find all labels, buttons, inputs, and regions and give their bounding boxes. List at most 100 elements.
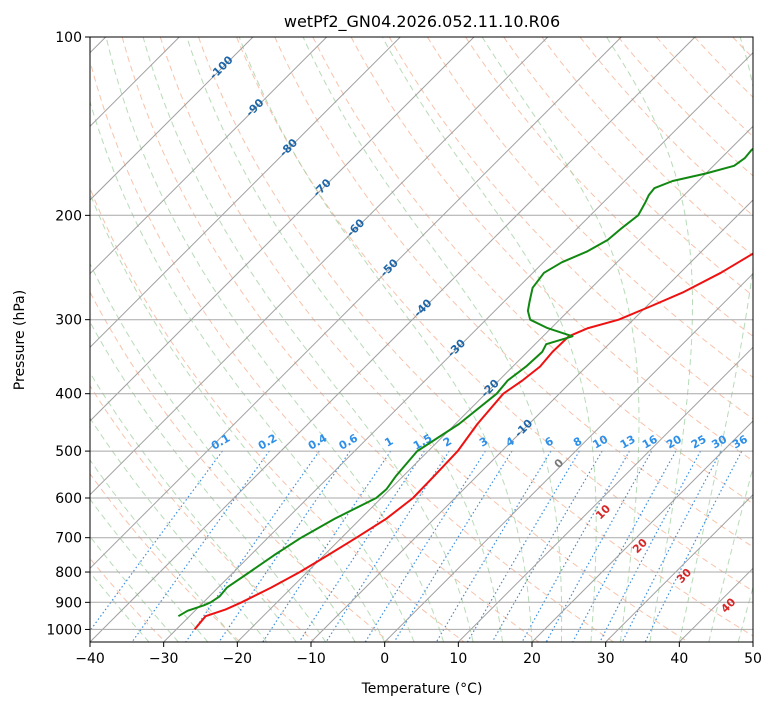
mixing-ratio-line	[521, 450, 631, 642]
moist-adiabat	[606, 37, 693, 642]
pressure-gridlines	[90, 37, 753, 630]
temperature-line	[193, 252, 753, 631]
dry-adiabat	[159, 37, 689, 642]
dry-adiabat	[90, 59, 540, 642]
moist-adiabat	[238, 37, 533, 642]
mixing-ratio-line	[364, 450, 486, 642]
isotherm-line	[531, 420, 753, 642]
mixing-ratio-line	[131, 450, 270, 642]
dry-adiabat	[236, 37, 753, 592]
dry-adiabat	[656, 37, 753, 138]
mixing-ratio-label: 25	[689, 433, 709, 452]
isotherm-label: -100	[207, 53, 236, 82]
isotherm-line	[678, 567, 753, 642]
plot-frame	[89, 36, 754, 643]
dry-adiabat	[465, 37, 753, 337]
chart-title: wetPf2_GN04.2026.052.11.10.R06	[284, 12, 560, 32]
mixing-ratio-line	[185, 450, 320, 642]
mixing-ratio-label: 0.4	[306, 431, 330, 452]
dry-adiabat	[426, 37, 753, 378]
moist-adiabat	[708, 465, 753, 642]
x-tick-label: −30	[149, 651, 179, 667]
isotherm-label: -30	[445, 336, 468, 359]
x-tick-label: −40	[75, 651, 105, 667]
isotherm-line	[90, 37, 622, 570]
x-axis: −40 −30 −20 −10 0 10 20 30 40 50	[75, 642, 762, 667]
y-tick-label: 600	[55, 491, 82, 507]
y-tick-label: 1000	[46, 622, 82, 638]
moist-adiabat	[90, 99, 415, 642]
mixing-ratio-label: 2	[441, 435, 454, 450]
dry-adiabat	[90, 186, 465, 642]
mixing-ratio-label: 0.1	[209, 432, 232, 453]
moist-adiabat	[90, 417, 268, 642]
dry-adiabat	[90, 472, 241, 642]
moist-adiabat	[105, 37, 445, 642]
dry-adiabat	[694, 37, 753, 98]
dry-adiabat	[732, 37, 753, 59]
mixing-ratio-label: 1	[382, 435, 395, 450]
isotherm-label: -80	[277, 136, 300, 159]
y-tick-label: 500	[55, 444, 82, 460]
y-tick-label: 300	[55, 313, 82, 329]
isotherm-label: -50	[378, 256, 401, 279]
x-tick-label: 10	[449, 651, 467, 667]
mixing-ratio-label: 3	[477, 435, 490, 450]
mixing-ratio-line	[491, 450, 603, 642]
moist-adiabat	[381, 37, 597, 642]
mixing-ratio-line	[572, 450, 677, 642]
dry-adiabat	[388, 37, 753, 420]
dry-adiabat	[274, 37, 753, 548]
y-tick-label: 800	[55, 565, 82, 581]
mixing-ratio-line	[599, 450, 702, 642]
dry-adiabat	[771, 37, 775, 642]
x-tick-label: 50	[744, 651, 762, 667]
dry-adiabat	[541, 37, 753, 257]
mixing-ratio-line	[466, 450, 580, 642]
isotherm-line	[163, 51, 753, 642]
dry-adiabat	[579, 37, 753, 217]
mixing-ratio-label: 10	[590, 432, 610, 451]
y-axis: 100 200 300 400 500 600 700 800 900 1000	[46, 30, 90, 638]
x-tick-label: 0	[380, 651, 389, 667]
isotherm-line	[457, 346, 753, 642]
moist-adiabat	[90, 321, 327, 642]
y-tick-label: 100	[55, 30, 82, 46]
x-tick-label: −20	[223, 651, 253, 667]
x-tick-label: 30	[597, 651, 615, 667]
isotherm-line	[236, 125, 753, 642]
x-tick-label: 20	[523, 651, 541, 667]
dry-adiabat	[350, 37, 753, 462]
isopleth-label: 20	[630, 536, 650, 556]
isotherm-line	[90, 37, 401, 349]
dry-adiabat	[121, 37, 614, 642]
isopleth-label: 40	[718, 595, 738, 615]
dry-adiabat	[198, 37, 753, 637]
moist-adiabat	[90, 371, 297, 642]
moist-adiabat	[90, 459, 238, 642]
moist-adiabat	[186, 37, 503, 642]
isoline-labels: 0.1 0.2 0.4 0.6 1 1.5 2 3 4 6 8 10 13 16 20 25 30 36-100-…	[207, 53, 750, 615]
y-tick-label: 700	[55, 531, 82, 547]
moist-adiabat	[142, 37, 474, 642]
moist-adiabat	[90, 262, 356, 642]
mixing-ratio-line	[393, 450, 513, 642]
y-tick-label: 900	[55, 595, 82, 611]
moist-adiabat	[302, 37, 563, 642]
y-tick-label: 400	[55, 387, 82, 403]
dewpoint-line	[177, 147, 753, 618]
isopleth-label: 0	[552, 456, 567, 471]
isotherm-line	[90, 37, 475, 422]
moist-adiabat	[90, 192, 386, 642]
isotherm-label: -90	[243, 96, 266, 119]
mixing-ratio-line	[435, 450, 552, 642]
y-tick-label: 200	[55, 208, 82, 224]
isotherm-label: -20	[479, 376, 502, 399]
background-lines	[90, 37, 775, 642]
mixing-ratio-label: 13	[618, 433, 638, 452]
isotherm-line	[90, 37, 254, 201]
mixing-ratio-label: 30	[709, 432, 729, 451]
isotherm-line	[90, 37, 549, 496]
mixing-ratio-label: 6	[543, 434, 556, 449]
